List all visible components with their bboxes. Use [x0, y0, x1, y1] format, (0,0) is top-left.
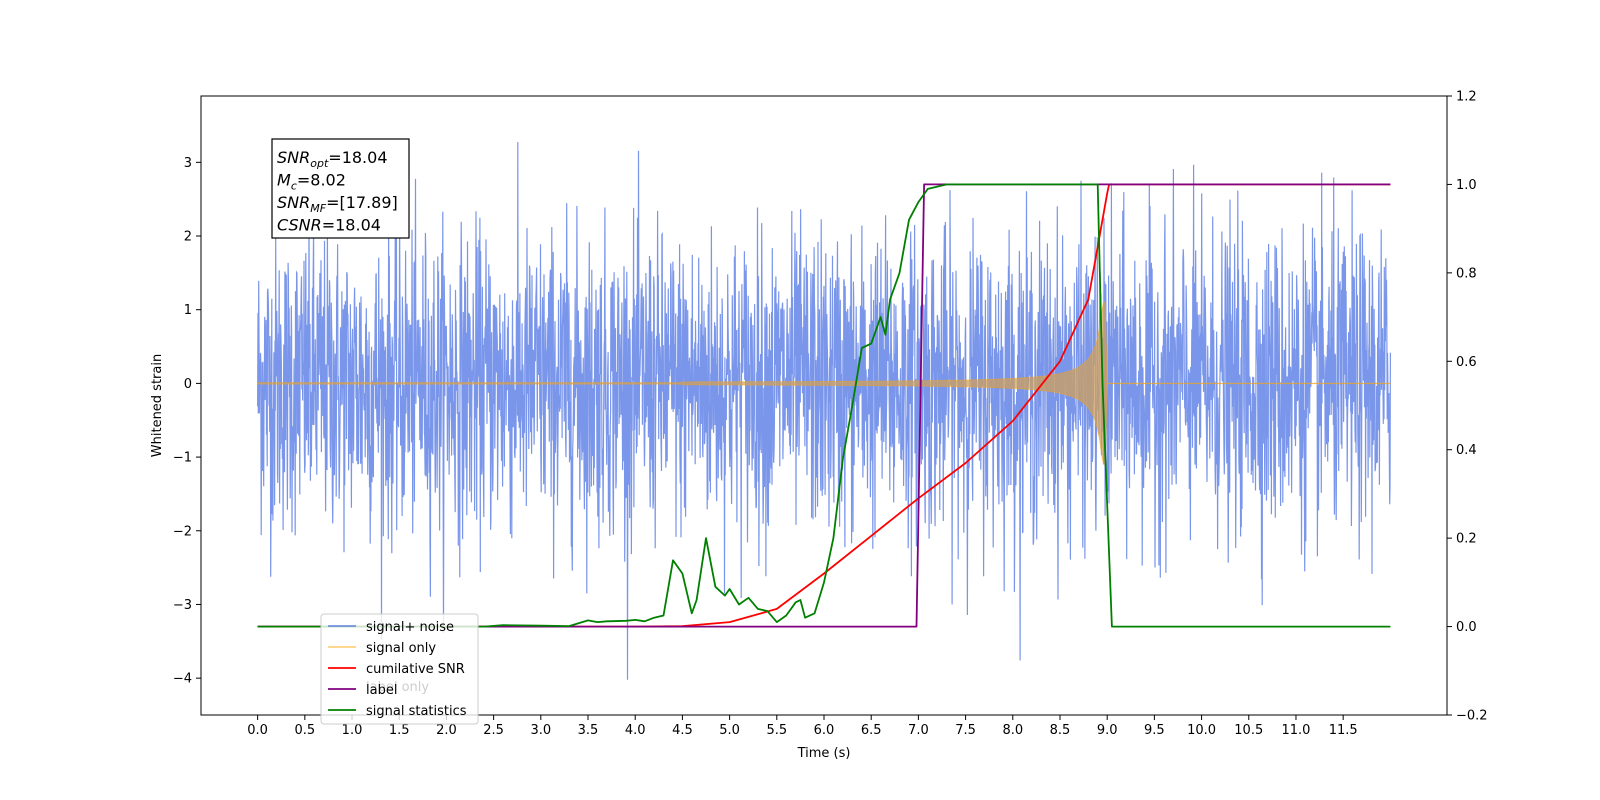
x-tick-label: 9.5: [1144, 723, 1165, 738]
x-tick-label: 2.0: [436, 723, 457, 738]
x-tick-label: 3.5: [578, 723, 599, 738]
legend-label: signal+ noise: [366, 620, 454, 635]
info-line: SNRMF=[17.89]: [277, 193, 398, 215]
y-tick-label: −2: [173, 524, 192, 539]
y2-tick-label: 0.4: [1456, 443, 1477, 458]
signal-only-line: [257, 301, 1391, 465]
y-tick-label: −1: [173, 451, 192, 466]
x-tick-label: 8.0: [1002, 723, 1023, 738]
x-tick-label: 11.5: [1329, 723, 1358, 738]
info-line: SNRopt=18.04: [277, 148, 388, 170]
y2-tick-label: 0.8: [1456, 266, 1477, 281]
signal-plus-noise-line: [257, 142, 1392, 680]
signal-plus-noise-series: [257, 142, 1392, 680]
x-tick-label: 3.0: [530, 723, 551, 738]
y2-tick-label: 0.2: [1456, 532, 1477, 547]
y2-tick-label: 1.2: [1456, 90, 1477, 105]
info-line: CSNR=18.04: [277, 216, 381, 235]
legend-label: signal only: [366, 641, 436, 656]
y-tick-label: 3: [184, 156, 192, 171]
x-tick-label: 8.5: [1050, 723, 1071, 738]
legend-box: [320, 613, 479, 725]
x-tick-label: 10.5: [1234, 723, 1263, 738]
x-tick-label: 4.5: [672, 723, 693, 738]
y-tick-label: 2: [184, 230, 192, 245]
signal-only-series: [257, 301, 1391, 465]
x-tick-label: 10.0: [1187, 723, 1216, 738]
x-tick-label: 11.0: [1281, 723, 1310, 738]
y2-tick-label: −0.2: [1456, 709, 1488, 724]
x-axis-label: Time (s): [797, 746, 851, 761]
x-tick-label: 0.0: [247, 723, 268, 738]
info-line: Mc=8.02: [277, 171, 346, 193]
y2-tick-label: 1.0: [1456, 178, 1477, 193]
x-tick-label: 1.5: [389, 723, 410, 738]
y-tick-label: −3: [173, 598, 192, 613]
y-tick-label: 0: [184, 377, 192, 392]
x-tick-label: 5.0: [719, 723, 740, 738]
axes: 0.0 0.5 1.0 1.5 2.0 2.5 3.0 3.5 4.0 4.5 5.0 5.5 6.0 6…: [150, 90, 1488, 762]
x-tick-label: 9.0: [1097, 723, 1118, 738]
y-tick-label: −4: [173, 672, 192, 687]
x-tick-label: 7.5: [955, 723, 976, 738]
right-axis-series: [257, 183, 1391, 628]
legend-label: signal statistics: [366, 704, 467, 719]
y2-tick-label: 0.0: [1456, 620, 1477, 635]
y-tick-label: 1: [184, 303, 192, 318]
x-tick-label: 5.5: [766, 723, 787, 738]
signal-statistics-line: [257, 183, 1391, 628]
x-tick-label: 6.5: [861, 723, 882, 738]
legend-label: cumilative SNR: [366, 662, 465, 677]
y2-tick-label: 0.6: [1456, 355, 1477, 370]
x-tick-label: 4.0: [625, 723, 646, 738]
x-tick-label: 2.5: [483, 723, 504, 738]
x-tick-label: 1.0: [342, 723, 363, 738]
y-axis-label: Whitened strain: [150, 354, 165, 457]
x-tick-label: 6.0: [814, 723, 835, 738]
info-box: [271, 138, 410, 239]
x-tick-label: 0.5: [294, 723, 315, 738]
legend: label only signal+ noise signal only cumila…: [320, 613, 479, 725]
info-annotation: SNRopt=18.04Mc=8.02SNRMF=[17.89]CSNR=18.…: [271, 138, 410, 239]
legend-ghost-text: label only: [366, 680, 429, 695]
legend-label: label: [366, 683, 397, 698]
x-tick-label: 7.0: [908, 723, 929, 738]
